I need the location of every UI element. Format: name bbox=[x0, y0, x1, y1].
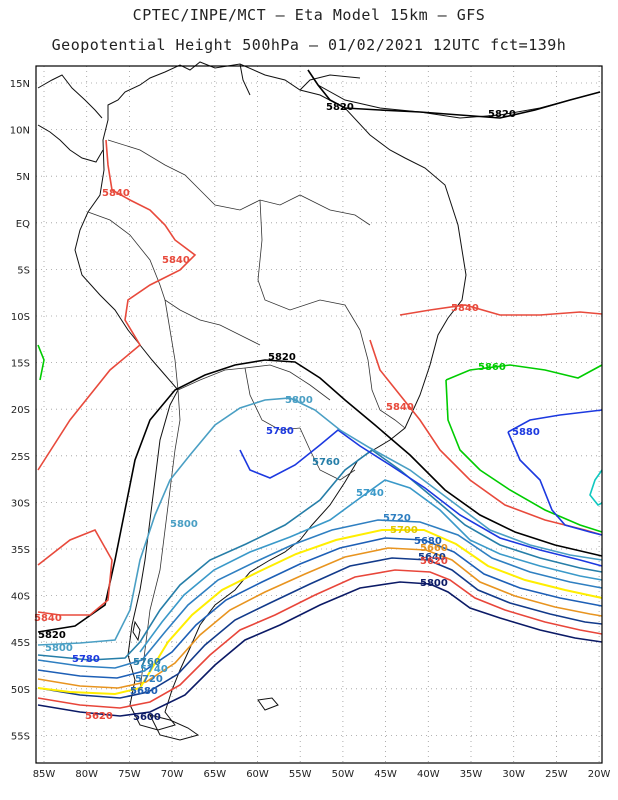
label-5720: 5720 bbox=[383, 513, 411, 524]
contour-labels: 5820 5820 5820 5820 5840 5840 5840 5840 … bbox=[34, 102, 540, 723]
label-5600: 5600 bbox=[133, 712, 161, 723]
lat-tick-label: 15N bbox=[10, 79, 30, 90]
lat-tick-label: 40S bbox=[11, 592, 30, 603]
contour-5760 bbox=[37, 449, 603, 661]
contour-5600 bbox=[37, 581, 603, 717]
lon-tick-label: 55W bbox=[289, 769, 312, 780]
label-5640: 5640 bbox=[418, 552, 446, 563]
lon-tick-label: 40W bbox=[417, 769, 440, 780]
label-5780: 5780 bbox=[266, 426, 294, 437]
label-5620: 5620 bbox=[85, 711, 113, 722]
lat-tick-label: 25S bbox=[11, 452, 30, 463]
contour-5700 bbox=[37, 529, 603, 696]
longitude-labels: 85W 80W 75W 70W 65W 60W 55W 50W 45W 40W 35W 30W 25W 2… bbox=[33, 769, 611, 780]
map-subtitle: Geopotential Height 500hPa – 01/02/2021 … bbox=[51, 36, 567, 54]
label-5840: 5840 bbox=[34, 613, 62, 624]
label-5680: 5680 bbox=[130, 686, 158, 697]
label-5820: 5820 bbox=[488, 109, 516, 120]
map-title: CPTEC/INPE/MCT – Eta Model 15km – GFS bbox=[132, 6, 486, 24]
label-5820: 5820 bbox=[38, 630, 66, 641]
label-5740: 5740 bbox=[140, 664, 168, 675]
caribbean-coast bbox=[239, 63, 361, 96]
label-5820: 5820 bbox=[268, 352, 296, 363]
label-5700: 5700 bbox=[390, 525, 418, 536]
lat-tick-label: 35S bbox=[11, 545, 30, 556]
label-5620: 5620 bbox=[420, 556, 448, 567]
label-5660: 5660 bbox=[420, 543, 448, 554]
label-5800: 5800 bbox=[170, 519, 198, 530]
tierra-del-fuego bbox=[149, 714, 200, 741]
label-5840: 5840 bbox=[162, 255, 190, 266]
lon-tick-label: 45W bbox=[374, 769, 397, 780]
label-5860: 5860 bbox=[478, 362, 506, 373]
lat-tick-label: 55S bbox=[11, 731, 30, 742]
label-5740: 5740 bbox=[356, 488, 384, 499]
contour-5880 bbox=[507, 409, 603, 536]
falkland-islands bbox=[257, 697, 279, 711]
contour-5820-north bbox=[307, 69, 601, 119]
latitude-labels: 15N 10N 5N EQ 5S 10S 15S 20S 25S 30S 35S 40S 45S 50S 5… bbox=[10, 79, 30, 742]
contour-5640 bbox=[37, 557, 603, 699]
lon-tick-label: 20W bbox=[588, 769, 611, 780]
contour-5800 bbox=[37, 397, 603, 646]
lat-tick-label: 5N bbox=[16, 172, 30, 183]
lat-tick-label: 10S bbox=[11, 312, 30, 323]
contour-5620 bbox=[37, 569, 603, 709]
lon-tick-label: 35W bbox=[460, 769, 483, 780]
label-5840: 5840 bbox=[451, 303, 479, 314]
label-5800: 5800 bbox=[420, 578, 448, 589]
lon-tick-label: 70W bbox=[161, 769, 184, 780]
lat-tick-label: 15S bbox=[11, 359, 30, 370]
lon-tick-label: 85W bbox=[33, 769, 56, 780]
contour-5820 bbox=[37, 359, 603, 633]
label-5680: 5680 bbox=[414, 536, 442, 547]
contour-5840 bbox=[37, 139, 603, 616]
lon-tick-label: 30W bbox=[502, 769, 525, 780]
lat-tick-label: 30S bbox=[11, 498, 30, 509]
label-5800: 5800 bbox=[285, 395, 313, 406]
country-borders bbox=[87, 139, 406, 691]
chiloe-island bbox=[132, 620, 141, 642]
label-5820: 5820 bbox=[326, 102, 354, 113]
lat-tick-label: 10N bbox=[10, 126, 30, 137]
lon-tick-label: 80W bbox=[75, 769, 98, 780]
lon-tick-label: 25W bbox=[545, 769, 568, 780]
label-5840: 5840 bbox=[386, 402, 414, 413]
coastlines bbox=[37, 61, 601, 741]
height-contours bbox=[37, 69, 603, 717]
central-america-coast bbox=[37, 74, 104, 163]
contour-5680 bbox=[37, 537, 603, 679]
lon-tick-label: 75W bbox=[118, 769, 141, 780]
contour-5860 bbox=[37, 344, 603, 533]
label-5760: 5760 bbox=[312, 457, 340, 468]
lon-tick-label: 60W bbox=[246, 769, 269, 780]
label-5720: 5720 bbox=[135, 674, 163, 685]
label-5780: 5780 bbox=[72, 654, 100, 665]
label-5800: 5800 bbox=[45, 643, 73, 654]
contour-5740 bbox=[139, 479, 603, 653]
label-5760: 5760 bbox=[133, 657, 161, 668]
map-frame bbox=[35, 65, 603, 764]
lat-tick-label: 5S bbox=[17, 265, 30, 276]
contour-5720 bbox=[37, 519, 603, 669]
contour-5780 bbox=[239, 428, 603, 567]
lat-tick-label: 50S bbox=[11, 685, 30, 696]
label-5880: 5880 bbox=[512, 427, 540, 438]
contour-5660 bbox=[37, 547, 603, 689]
south-america-coast bbox=[74, 61, 467, 731]
lon-tick-label: 50W bbox=[332, 769, 355, 780]
label-5840: 5840 bbox=[102, 188, 130, 199]
lat-tick-label: 45S bbox=[11, 638, 30, 649]
lat-tick-label: 20S bbox=[11, 405, 30, 416]
lat-tick-label: EQ bbox=[16, 219, 30, 230]
contour-5900 bbox=[589, 469, 603, 507]
lon-tick-label: 65W bbox=[203, 769, 226, 780]
